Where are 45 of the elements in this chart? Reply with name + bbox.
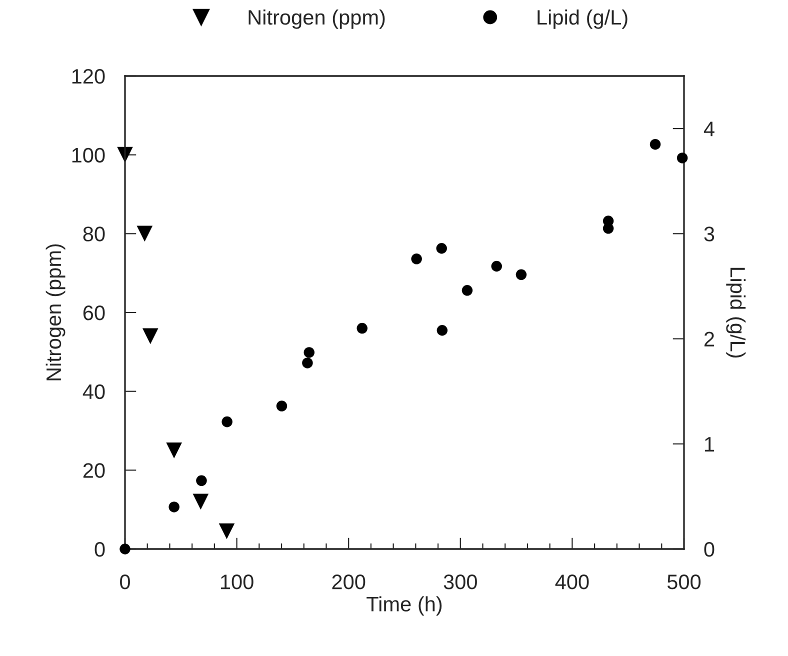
y2-tick-label: 4 <box>704 122 714 136</box>
point <box>166 442 182 458</box>
legend-label: Nitrogen (ppm) <box>248 9 385 29</box>
point <box>120 544 130 554</box>
point <box>304 347 315 358</box>
point <box>436 324 448 336</box>
point <box>276 400 288 412</box>
y2-tick-label: 3 <box>704 226 714 242</box>
point <box>462 285 473 296</box>
point <box>676 152 688 164</box>
y-axis-title: Nitrogen (ppm) <box>46 244 66 380</box>
y2-tick-label: 0 <box>704 542 714 557</box>
point <box>302 358 313 368</box>
x-tick-label: 0 <box>120 574 130 590</box>
x-axis-title: Time (h) <box>366 596 442 616</box>
y-tick-label: 20 <box>83 463 105 478</box>
y-tick-label: 40 <box>82 384 105 400</box>
point <box>196 475 207 486</box>
y2-tick-label: 1 <box>705 437 714 452</box>
x-tick-label: 100 <box>221 574 254 590</box>
point <box>436 243 447 254</box>
y-tick-label: 120 <box>72 69 105 84</box>
y2-tick-label: 2 <box>704 332 714 346</box>
y-tick-label: 60 <box>83 306 105 320</box>
y-tick-label: 80 <box>83 226 105 242</box>
point <box>136 226 153 242</box>
x-tick-label: 500 <box>667 574 701 590</box>
x-tick-label: 400 <box>555 574 589 590</box>
point <box>650 138 661 150</box>
y-tick-label: 100 <box>72 148 105 163</box>
point <box>192 494 209 510</box>
x-tick-label: 300 <box>444 574 477 590</box>
y-tick-label: 0 <box>94 542 105 557</box>
point <box>356 322 368 334</box>
point <box>218 523 235 540</box>
point <box>142 328 158 344</box>
point <box>491 260 502 272</box>
point <box>222 416 232 428</box>
point <box>516 269 527 280</box>
point <box>602 223 614 234</box>
legend-label: Lipid (g/L) <box>538 9 628 29</box>
y2-axis-title: Lipid (g/L) <box>726 268 746 358</box>
point <box>411 254 422 264</box>
x-tick-label: 200 <box>332 574 366 590</box>
point <box>168 502 180 512</box>
